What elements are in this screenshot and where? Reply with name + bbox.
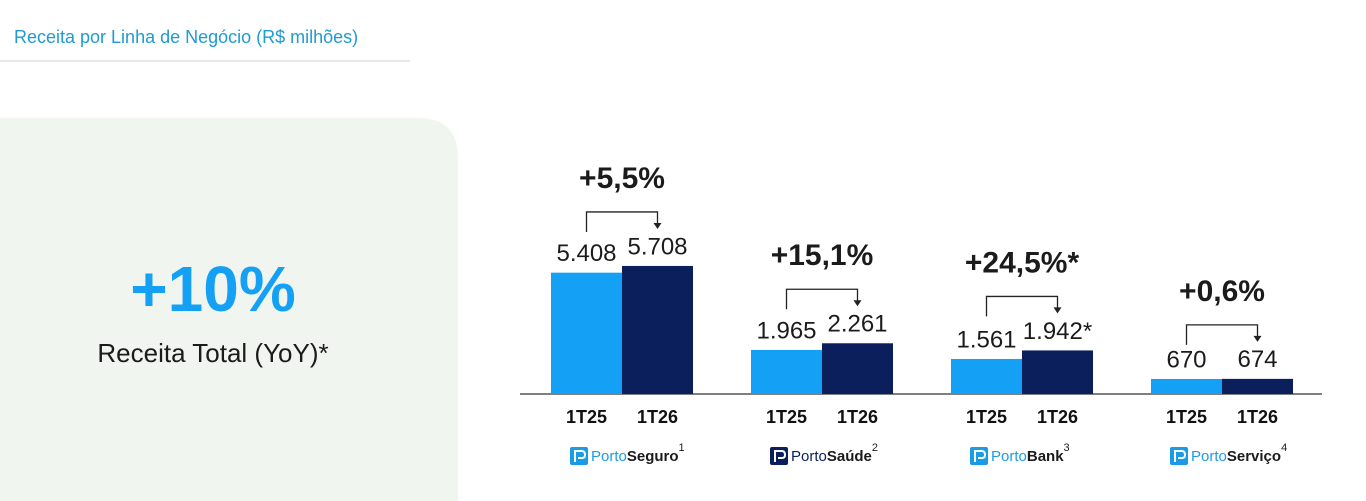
x-tick-label: 1T26 xyxy=(637,407,678,427)
page-title: Receita por Linha de Negócio (R$ milhões… xyxy=(14,27,358,47)
brand-prefix: Porto xyxy=(1191,448,1227,465)
logo-glyph xyxy=(974,450,987,462)
growth-arrow xyxy=(1185,324,1259,345)
x-category-label: Saúde xyxy=(827,448,872,465)
bar xyxy=(822,343,893,394)
highlight-panel xyxy=(0,118,458,501)
value-label: 5.708 xyxy=(627,233,687,260)
brand-prefix: Porto xyxy=(991,448,1027,465)
growth-annotation: +5,5% xyxy=(579,162,665,195)
bar xyxy=(1151,378,1222,394)
value-label: 674 xyxy=(1237,346,1277,373)
growth-arrow xyxy=(985,295,1059,317)
brand-note: 4 xyxy=(1281,442,1287,454)
growth-annotation: +24,5%* xyxy=(965,246,1080,279)
brand-prefix: Porto xyxy=(791,448,827,465)
value-label: 1.965 xyxy=(756,317,816,344)
arrow-head xyxy=(1053,307,1062,314)
logo-glyph xyxy=(1174,450,1187,462)
x-tick-label: 1T25 xyxy=(566,407,607,427)
value-label: 1.561 xyxy=(956,326,1016,353)
bar xyxy=(1222,378,1293,394)
x-category-label: Serviço xyxy=(1227,448,1281,465)
brand-label: PortoBank3 xyxy=(991,442,1070,465)
value-label: 1.942* xyxy=(1023,318,1092,345)
brand-label: PortoSeguro1 xyxy=(591,442,685,465)
growth-arrow xyxy=(585,211,659,232)
x-tick-label: 1T25 xyxy=(766,407,807,427)
highlight-value: +10% xyxy=(130,253,295,325)
x-tick-label: 1T26 xyxy=(1037,407,1078,427)
bar xyxy=(1022,350,1093,394)
growth-annotation: +15,1% xyxy=(771,239,874,272)
arrow-head xyxy=(1253,335,1262,342)
bar xyxy=(751,349,822,394)
x-tick-label: 1T26 xyxy=(837,407,878,427)
arrow-head xyxy=(653,222,662,229)
logo-glyph xyxy=(574,450,587,462)
x-tick-label: 1T26 xyxy=(1237,407,1278,427)
x-tick-label: 1T25 xyxy=(1166,407,1207,427)
bar xyxy=(622,265,693,394)
value-label: 670 xyxy=(1166,346,1206,373)
brand-note: 2 xyxy=(872,442,878,454)
growth-annotation: +0,6% xyxy=(1179,275,1265,308)
bar xyxy=(551,272,622,394)
logo-glyph xyxy=(774,450,787,462)
brand-note: 3 xyxy=(1064,442,1070,454)
x-category-label: Bank xyxy=(1027,448,1064,465)
x-tick-label: 1T25 xyxy=(966,407,1007,427)
value-label: 5.408 xyxy=(556,240,616,267)
highlight-label: Receita Total (YoY)* xyxy=(97,338,328,368)
x-category-label: Seguro xyxy=(627,448,679,465)
bar xyxy=(951,358,1022,394)
brand-note: 1 xyxy=(679,442,685,454)
growth-arrow xyxy=(785,288,859,310)
arrow-head xyxy=(853,300,862,307)
brand-label: PortoServiço4 xyxy=(1191,442,1287,465)
value-label: 2.261 xyxy=(827,311,887,338)
brand-label: PortoSaúde2 xyxy=(791,442,878,465)
brand-prefix: Porto xyxy=(591,448,627,465)
